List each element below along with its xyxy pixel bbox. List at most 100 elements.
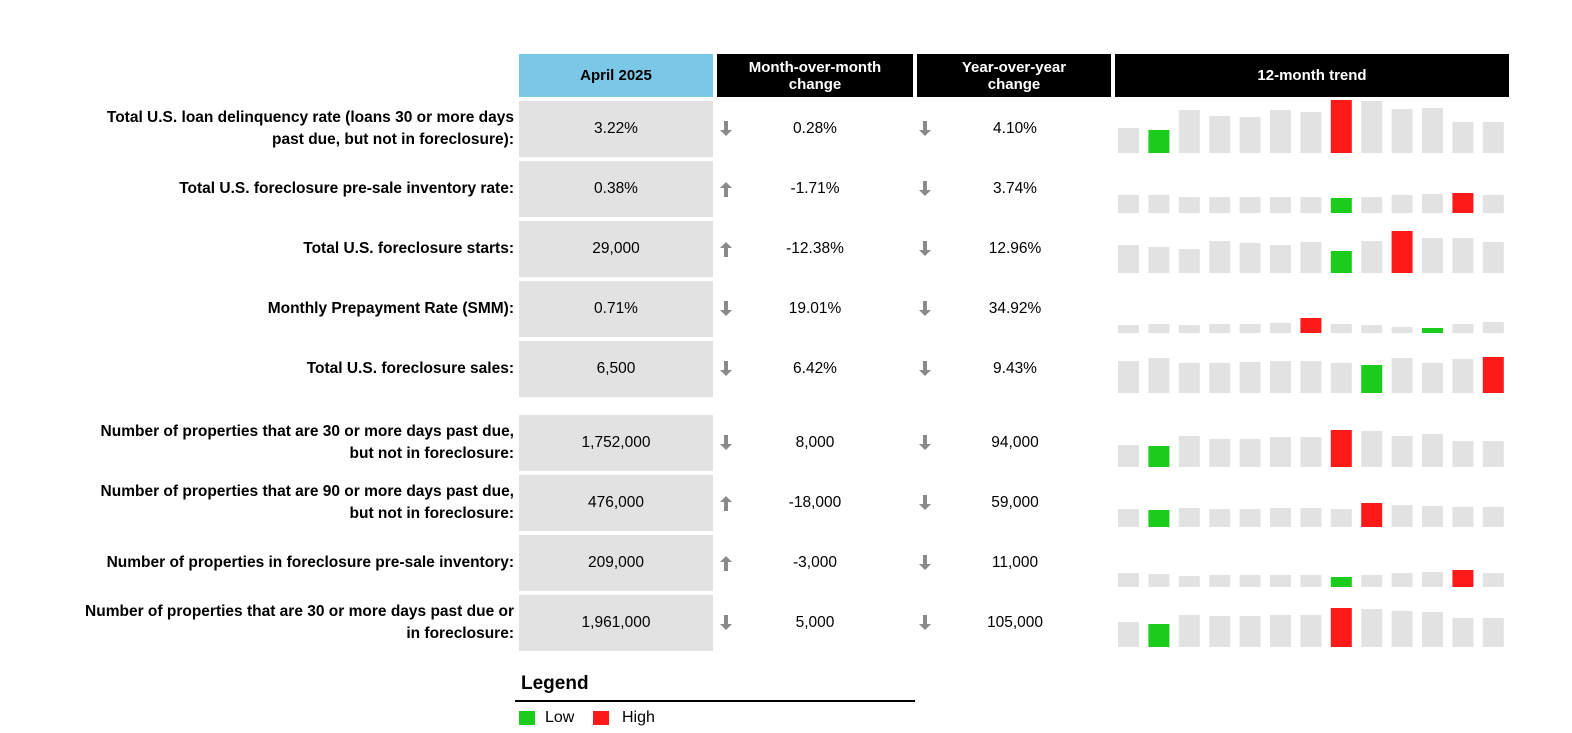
mom-value: -3,000: [793, 554, 837, 571]
trend-bar: [1118, 445, 1139, 467]
trend-bar: [1361, 101, 1383, 153]
trend-bar: [1361, 325, 1383, 333]
header-current: April 2025: [519, 54, 713, 97]
arrow-down: [720, 556, 732, 571]
trend-bar: [1118, 509, 1139, 527]
trend-bar: [1300, 361, 1322, 393]
legend-low: Low: [545, 709, 575, 726]
trend-bar: [1422, 572, 1443, 587]
trend-bar: [1452, 324, 1474, 333]
arrow-up: [919, 241, 931, 256]
row-label: Number of properties that are 30 or more…: [100, 423, 514, 462]
trend-bar: [1178, 615, 1200, 647]
trend-bar: [1391, 231, 1413, 273]
trend-bar: [1178, 249, 1200, 273]
header-trend: 12-month trend: [1115, 54, 1509, 97]
trend-bar: [1148, 510, 1170, 527]
trend-bar: [1300, 112, 1322, 153]
trend-bar: [1239, 509, 1261, 527]
trend-bar: [1330, 198, 1352, 213]
arrow-down: [720, 182, 732, 197]
trend-bar: [1118, 245, 1139, 273]
trend-bar: [1482, 441, 1504, 467]
trend-bar: [1422, 612, 1443, 647]
legend-low-swatch: [519, 711, 535, 725]
arrow-up: [919, 435, 931, 450]
trend-bar: [1391, 505, 1413, 527]
current-value: 1,961,000: [519, 595, 713, 651]
trend-bar: [1209, 439, 1231, 467]
row-label: Monthly Prepayment Rate (SMM):: [267, 300, 514, 317]
current-value: 209,000: [519, 535, 713, 591]
trend-bar: [1452, 441, 1474, 467]
current-value: 476,000: [519, 475, 713, 531]
mom-value: 8,000: [795, 434, 835, 451]
arrow-down: [720, 242, 732, 257]
trend-bar: [1452, 618, 1474, 647]
row-label: Number of properties that are 90 or more…: [100, 483, 514, 522]
trend-bar: [1330, 509, 1352, 527]
header-yoy: Year-over-year change: [917, 54, 1111, 97]
trend-bar: [1391, 358, 1413, 393]
trend-bar: [1482, 507, 1504, 527]
row-label: Total U.S. foreclosure sales:: [306, 360, 514, 377]
arrow-up: [919, 301, 931, 316]
arrow-up: [720, 121, 732, 136]
trend-bar: [1422, 434, 1443, 467]
trend-bar: [1300, 508, 1322, 527]
trend-bar: [1209, 363, 1231, 393]
current-value: 0.38%: [519, 161, 713, 217]
trend-bar: [1452, 193, 1474, 213]
trend-bar: [1239, 243, 1261, 273]
mom-value: 5,000: [795, 614, 835, 631]
trend-bar: [1239, 575, 1261, 587]
mom-value: -1.71%: [790, 180, 840, 197]
trend-bar: [1209, 509, 1231, 527]
trend-bar: [1209, 241, 1231, 273]
trend-bar: [1482, 322, 1504, 333]
trend-bar: [1391, 436, 1413, 467]
trend-bar: [1482, 618, 1504, 647]
trend-bar: [1178, 363, 1200, 393]
mom-value: 6.42%: [793, 360, 837, 377]
trend-bar: [1361, 609, 1383, 647]
trend-bar: [1239, 439, 1261, 467]
trend-bar: [1118, 128, 1139, 153]
row-label: Number of properties that are 30 or more…: [85, 603, 514, 642]
trend-bar: [1209, 116, 1231, 153]
trend-bar: [1118, 622, 1139, 647]
trend-bar: [1270, 110, 1291, 153]
yoy-value: 9.43%: [993, 360, 1037, 377]
arrow-up: [919, 181, 931, 196]
trend-bar: [1178, 508, 1200, 527]
trend-bar: [1209, 324, 1231, 333]
trend-bar: [1270, 245, 1291, 273]
yoy-value: 59,000: [991, 494, 1039, 511]
trend-bar: [1422, 506, 1443, 527]
legend-rule: [515, 700, 915, 702]
trend-bar: [1482, 122, 1504, 153]
trend-bar: [1330, 577, 1352, 587]
trend-bar: [1422, 108, 1443, 153]
row-label: Total U.S. foreclosure pre-sale inventor…: [179, 180, 514, 197]
trend-bar: [1330, 430, 1352, 467]
trend-bar: [1391, 573, 1413, 587]
trend-bar: [1482, 242, 1504, 273]
trend-bar: [1300, 575, 1322, 587]
trend-bar: [1178, 436, 1200, 467]
arrow-up: [919, 495, 931, 510]
trend-bar: [1209, 616, 1231, 647]
yoy-value: 34.92%: [988, 300, 1042, 317]
mom-value: -18,000: [788, 494, 842, 511]
yoy-value: 12.96%: [988, 240, 1042, 257]
arrow-down: [720, 496, 732, 511]
trend-bar: [1148, 624, 1170, 647]
mom-value: -12.38%: [786, 240, 844, 257]
yoy-value: 11,000: [991, 554, 1039, 571]
trend-bar: [1422, 238, 1443, 273]
trend-bar: [1330, 324, 1352, 333]
trend-bar: [1300, 615, 1322, 647]
trend-bar: [1178, 197, 1200, 213]
trend-bar: [1148, 574, 1170, 587]
